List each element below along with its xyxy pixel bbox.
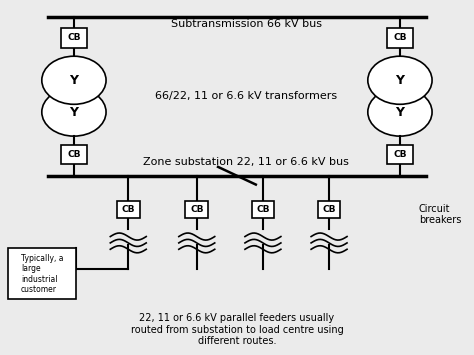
- Text: CB: CB: [322, 205, 336, 214]
- FancyBboxPatch shape: [387, 28, 413, 48]
- Text: Y: Y: [395, 74, 404, 87]
- Circle shape: [42, 56, 106, 104]
- Text: CB: CB: [393, 33, 407, 42]
- Text: CB: CB: [67, 33, 81, 42]
- Circle shape: [42, 88, 106, 136]
- FancyBboxPatch shape: [185, 201, 208, 218]
- FancyBboxPatch shape: [252, 201, 274, 218]
- Circle shape: [368, 56, 432, 104]
- FancyBboxPatch shape: [61, 28, 87, 48]
- Text: Y: Y: [69, 105, 78, 119]
- FancyBboxPatch shape: [318, 201, 340, 218]
- Text: CB: CB: [256, 205, 270, 214]
- Text: Y: Y: [69, 74, 78, 87]
- Text: CB: CB: [393, 150, 407, 159]
- FancyBboxPatch shape: [387, 145, 413, 164]
- Text: Circuit
breakers: Circuit breakers: [419, 204, 461, 225]
- Text: 66/22, 11 or 6.6 kV transformers: 66/22, 11 or 6.6 kV transformers: [155, 91, 337, 101]
- Text: CB: CB: [190, 205, 203, 214]
- Text: CB: CB: [121, 205, 135, 214]
- FancyBboxPatch shape: [61, 145, 87, 164]
- Text: Y: Y: [395, 105, 404, 119]
- Text: 22, 11 or 6.6 kV parallel feeders usually
routed from substation to load centre : 22, 11 or 6.6 kV parallel feeders usuall…: [130, 313, 343, 346]
- Circle shape: [368, 88, 432, 136]
- Text: Subtransmission 66 kV bus: Subtransmission 66 kV bus: [171, 19, 322, 29]
- Text: CB: CB: [67, 150, 81, 159]
- Text: Typically, a
large
industrial
customer: Typically, a large industrial customer: [21, 254, 64, 294]
- Text: Zone substation 22, 11 or 6.6 kV bus: Zone substation 22, 11 or 6.6 kV bus: [144, 157, 349, 166]
- FancyBboxPatch shape: [8, 248, 76, 300]
- FancyBboxPatch shape: [117, 201, 140, 218]
